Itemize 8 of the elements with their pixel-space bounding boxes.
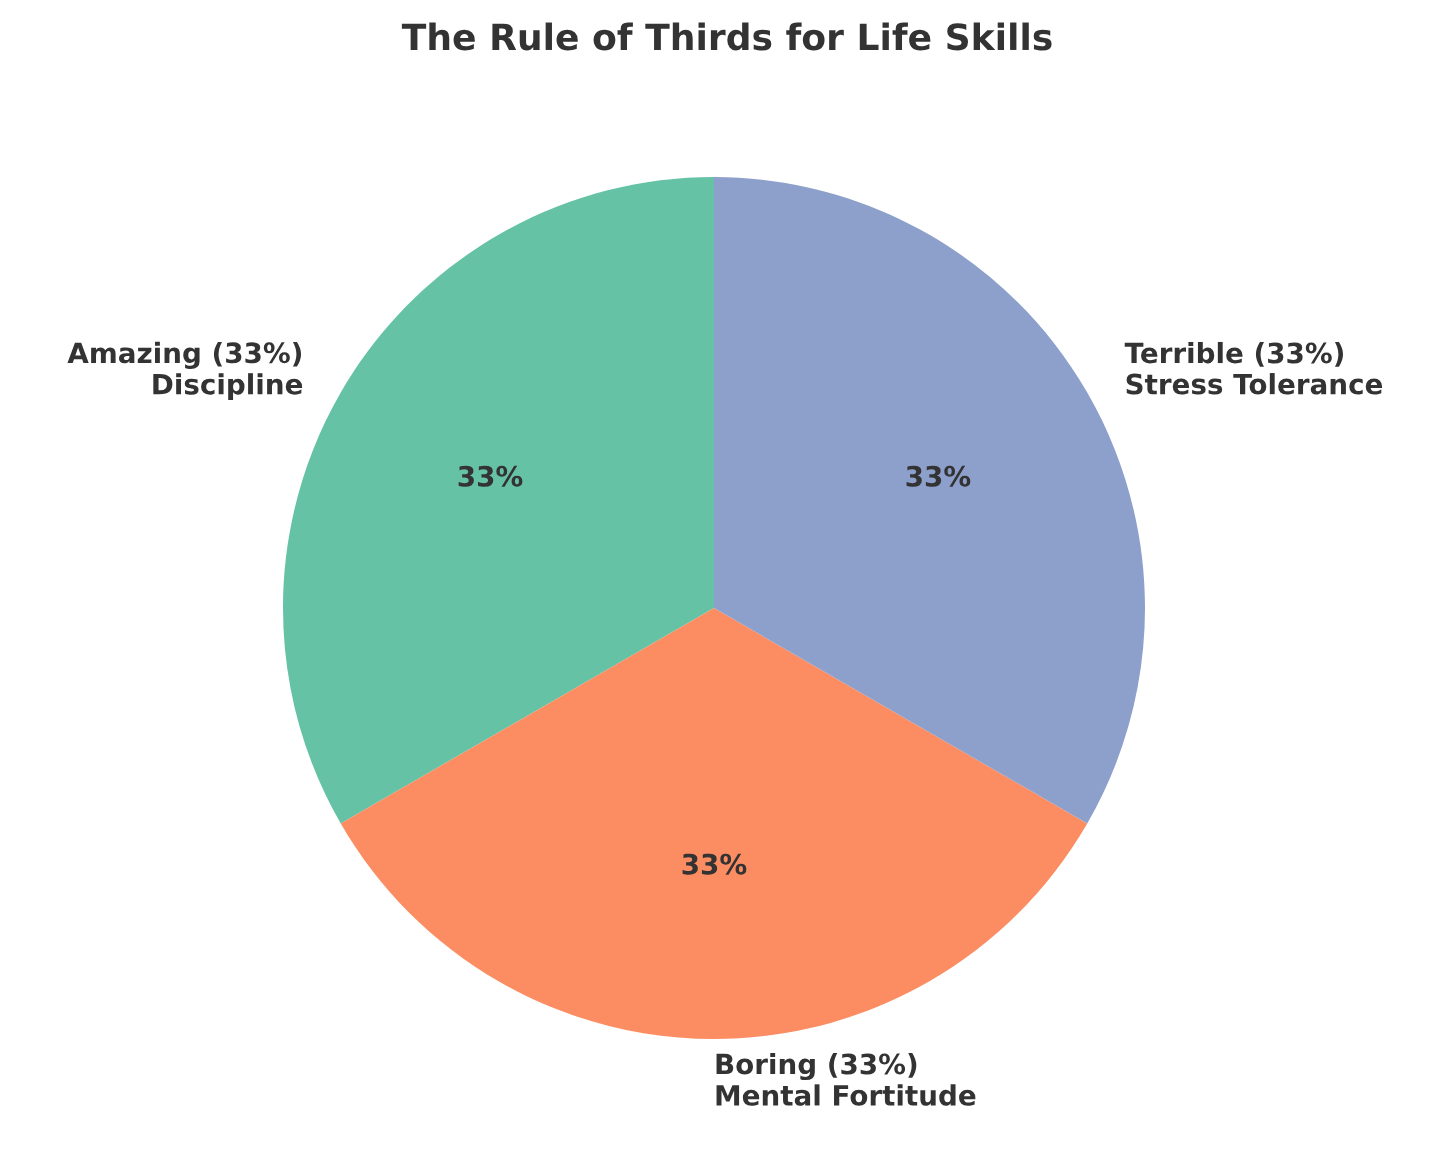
slice-label: Terrible (33%) Stress Tolerance [1124, 341, 1383, 395]
chart-title: The Rule of Thirds for Life Skills [401, 22, 1052, 51]
slice-label: Boring (33%) Mental Fortitude [716, 1053, 976, 1106]
data-label: 33% [906, 465, 971, 487]
data-label: 33% [682, 853, 747, 875]
slice-label: Amazing (33%) Discipline [67, 341, 303, 401]
pie-slice [340, 608, 1088, 1039]
data-label: 33% [458, 465, 523, 487]
